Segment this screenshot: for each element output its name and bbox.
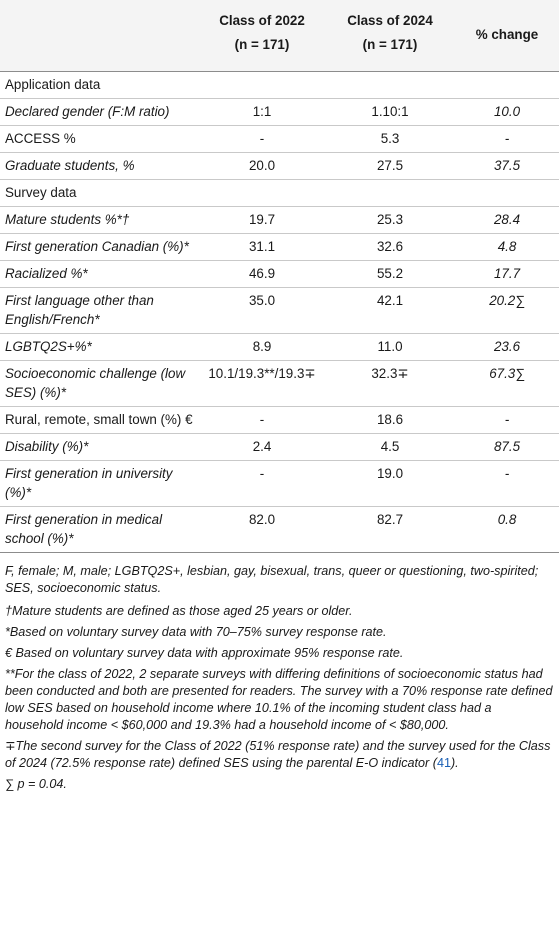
footnote-minus-plus: ∓The second survey for the Class of 2022… <box>5 738 553 772</box>
value-class-2024: 42.1 <box>376 293 404 308</box>
row-label: First generation Canadian (%)* <box>5 239 189 254</box>
footnote-dagger: †Mature students are defined as those ag… <box>5 604 353 618</box>
value-class-2024: 32.3∓ <box>371 366 409 381</box>
value-class-2024: 11.0 <box>377 339 403 354</box>
value-class-2024: 25.3 <box>376 212 404 227</box>
value-class-2022: 31.1 <box>248 239 276 254</box>
value-class-2024: 18.6 <box>376 412 404 427</box>
footnote-minus-plus-text: ∓The second survey for the Class of 2022… <box>5 739 551 770</box>
row-label: ACCESS % <box>5 131 76 146</box>
table-row: Disability (%)* 2.4 4.5 87.5 <box>0 433 559 461</box>
value-percent-change: - <box>504 131 510 146</box>
row-label: Survey data <box>5 185 77 200</box>
footnote-star: *Based on voluntary survey data with 70–… <box>5 625 387 639</box>
table-row: Racialized %* 46.9 55.2 17.7 <box>0 260 559 288</box>
value-class-2024 <box>325 180 455 207</box>
value-class-2024: 1.10:1 <box>371 104 409 119</box>
table-row: Survey data <box>0 179 559 207</box>
value-percent-change: - <box>504 412 510 427</box>
table-row: Rural, remote, small town (%) € - 18.6 - <box>0 406 559 434</box>
value-class-2024: 32.6 <box>376 239 404 254</box>
value-class-2022: 8.9 <box>252 339 272 354</box>
value-class-2022: 10.1/19.3**/19.3∓ <box>208 366 316 381</box>
value-class-2024: 5.3 <box>380 131 400 146</box>
value-percent-change: 17.7 <box>493 266 521 281</box>
value-class-2022: - <box>259 131 265 146</box>
table-footnotes: F, female; M, male; LGBTQ2S+, lesbian, g… <box>0 553 559 793</box>
value-percent-change: 87.5 <box>493 439 521 454</box>
header-class-2022: Class of 2022 (n = 171) <box>199 0 325 72</box>
value-percent-change: 67.3∑ <box>489 366 525 381</box>
footnote-double-star: **For the class of 2022, 2 separate surv… <box>5 667 553 732</box>
value-percent-change <box>455 72 559 99</box>
value-percent-change: 28.4 <box>493 212 521 227</box>
value-percent-change: 20.2∑ <box>489 293 525 308</box>
header-blank <box>0 0 199 72</box>
row-label: Rural, remote, small town (%) € <box>5 412 193 427</box>
row-label: Mature students %*† <box>5 212 130 227</box>
value-class-2022: 1:1 <box>252 104 272 119</box>
value-class-2024: 27.5 <box>376 158 404 173</box>
value-class-2022: 35.0 <box>248 293 276 308</box>
value-class-2024: 19.0 <box>376 466 404 481</box>
row-label: First generation in university (%)* <box>5 466 173 500</box>
value-percent-change: 4.8 <box>497 239 517 254</box>
value-percent-change: - <box>504 466 510 481</box>
data-table: Class of 2022 (n = 171) Class of 2024 (n… <box>0 0 559 553</box>
footnote-minus-plus-end: ). <box>450 756 459 770</box>
value-class-2024 <box>325 72 455 99</box>
table-row: ACCESS % - 5.3 - <box>0 125 559 153</box>
row-label: First language other than English/French… <box>5 293 154 327</box>
value-class-2024: 82.7 <box>376 512 404 527</box>
row-label: Application data <box>5 77 101 92</box>
table-body: Application data Declared gender (F:M rat… <box>0 71 559 553</box>
table-row: Declared gender (F:M ratio) 1:1 1.10:1 10.0 <box>0 98 559 126</box>
table-row: First generation Canadian (%)* 31.1 32.6 4.… <box>0 233 559 261</box>
row-label: First generation in medical school (%)* <box>5 512 163 546</box>
table-row: First generation in university (%)* - 19.0… <box>0 460 559 507</box>
value-class-2022: 82.0 <box>248 512 276 527</box>
row-label: LGBTQ2S+%* <box>5 339 92 354</box>
table-row: Socioeconomic challenge (low SES) (%)* 10… <box>0 360 559 407</box>
row-label: Declared gender (F:M ratio) <box>5 104 170 119</box>
table-container: Class of 2022 (n = 171) Class of 2024 (n… <box>0 0 559 793</box>
table-row: Mature students %*† 19.7 25.3 28.4 <box>0 206 559 234</box>
header-class-2022-n: (n = 171) <box>234 37 290 52</box>
header-class-2024-n: (n = 171) <box>362 37 418 52</box>
table-row: First language other than English/French… <box>0 287 559 334</box>
header-class-2024-title: Class of 2024 <box>347 13 433 28</box>
row-label: Graduate students, % <box>5 158 135 173</box>
table-row: First generation in medical school (%)* 8… <box>0 506 559 553</box>
table-header: Class of 2022 (n = 171) Class of 2024 (n… <box>0 0 559 72</box>
value-percent-change: 37.5 <box>493 158 521 173</box>
value-percent-change: 10.0 <box>493 104 521 119</box>
value-percent-change <box>455 180 559 207</box>
table-row: Application data <box>0 71 559 99</box>
row-label: Disability (%)* <box>5 439 89 454</box>
value-percent-change: 23.6 <box>493 339 521 354</box>
value-class-2024: 55.2 <box>376 266 404 281</box>
value-class-2022: 19.7 <box>248 212 276 227</box>
row-label: Socioeconomic challenge (low SES) (%)* <box>5 366 186 400</box>
header-percent-change: % change <box>455 0 559 72</box>
value-class-2022: - <box>259 466 265 481</box>
table-row: LGBTQ2S+%* 8.9 11.0 23.6 <box>0 333 559 361</box>
value-class-2024: 4.5 <box>380 439 400 454</box>
footnote-euro: € Based on voluntary survey data with ap… <box>5 646 404 660</box>
reference-link[interactable]: 41 <box>436 756 451 770</box>
header-class-2022-title: Class of 2022 <box>219 13 305 28</box>
value-class-2022: 20.0 <box>248 158 276 173</box>
header-class-2024: Class of 2024 (n = 171) <box>325 0 455 72</box>
value-class-2022 <box>199 72 325 99</box>
value-class-2022: 46.9 <box>248 266 276 281</box>
value-class-2022: - <box>259 412 265 427</box>
value-class-2022: 2.4 <box>252 439 272 454</box>
footnote-sigma: ∑ p = 0.04. <box>5 777 67 791</box>
table-row: Graduate students, % 20.0 27.5 37.5 <box>0 152 559 180</box>
value-class-2022 <box>199 180 325 207</box>
value-percent-change: 0.8 <box>497 512 517 527</box>
row-label: Racialized %* <box>5 266 88 281</box>
footnote-abbreviations: F, female; M, male; LGBTQ2S+, lesbian, g… <box>5 564 539 595</box>
